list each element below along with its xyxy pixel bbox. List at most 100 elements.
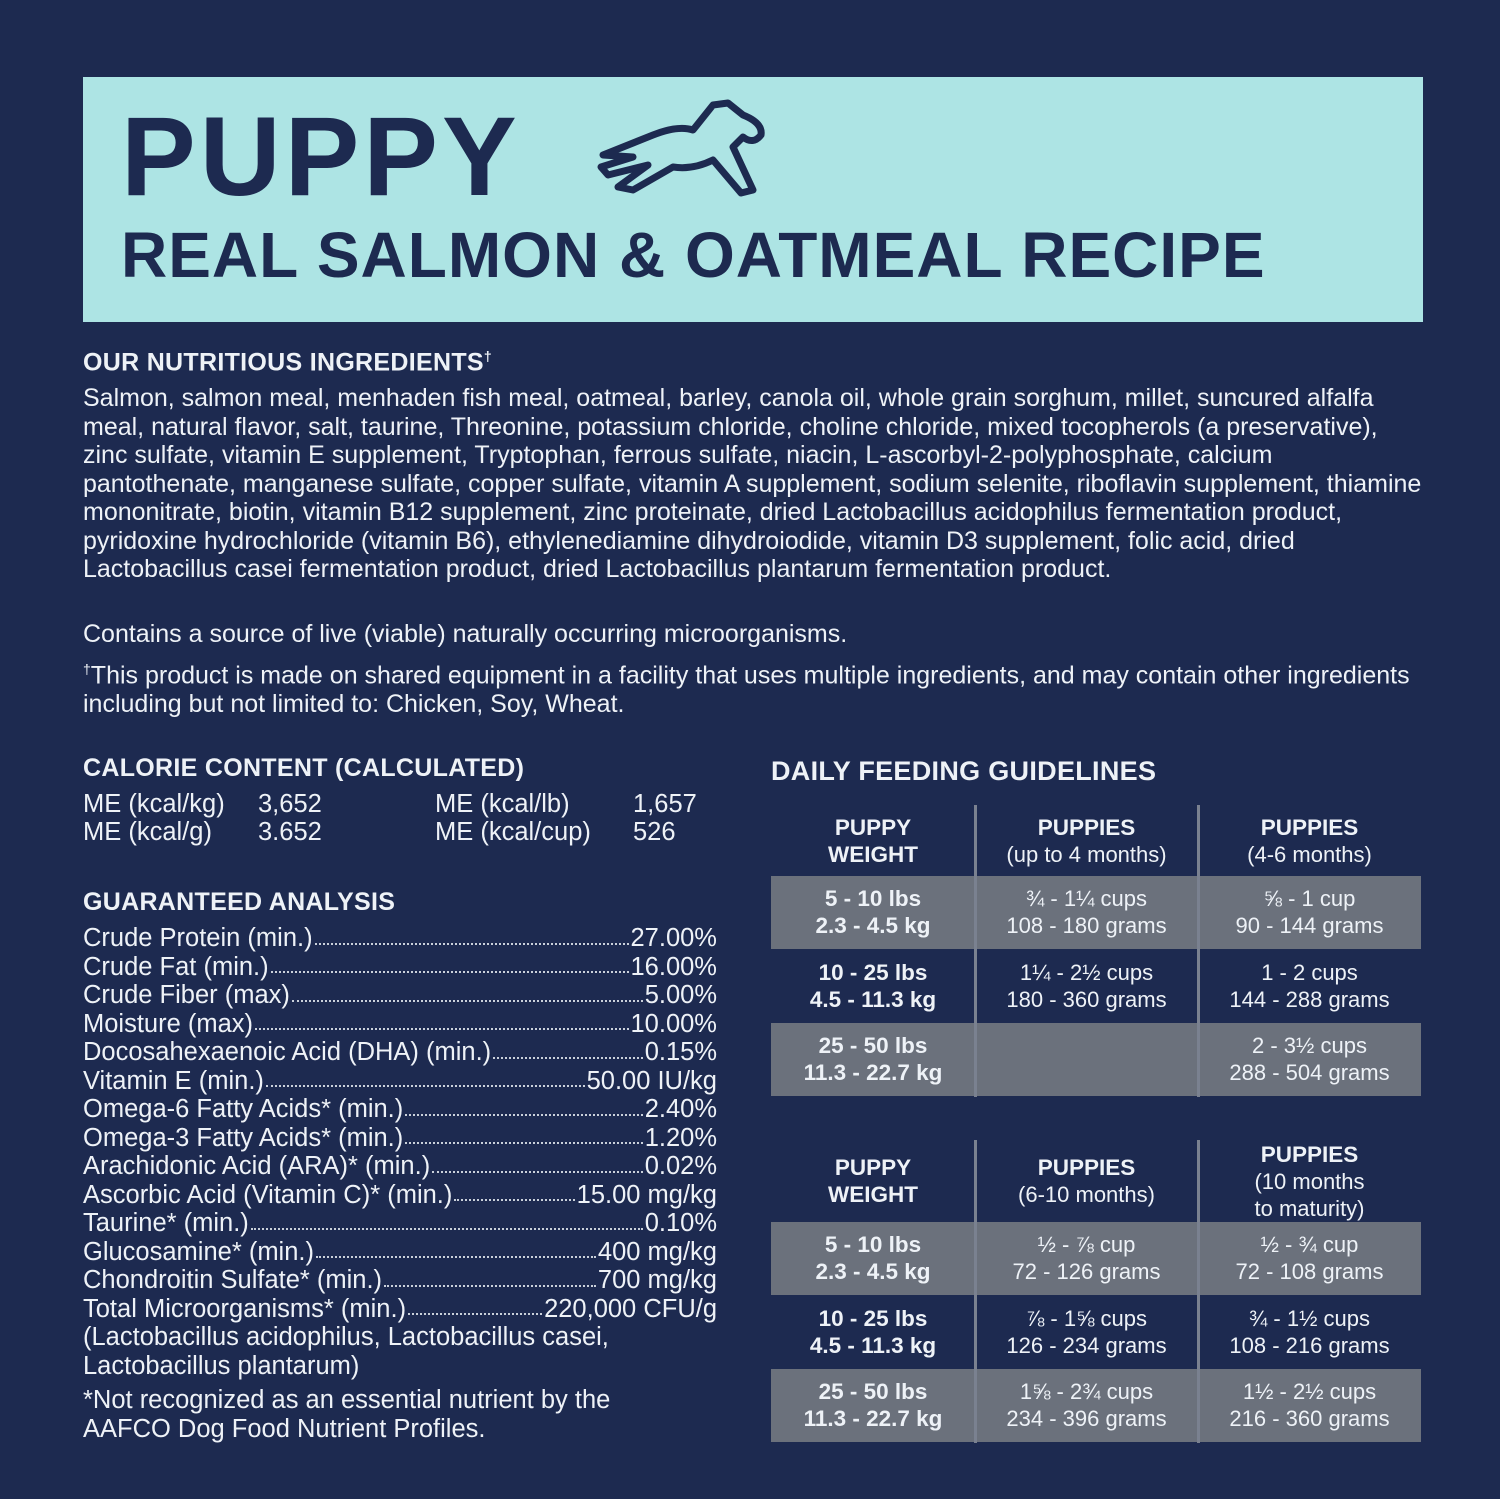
table-cell: 5 - 10 lbs 2.3 - 4.5 kg — [771, 1222, 975, 1295]
table-cell: ⅞ - 1⅝ cups 126 - 234 grams — [975, 1296, 1198, 1369]
continuation-line: (Lactobacillus acidophilus, Lactobacillu… — [83, 1323, 609, 1351]
leader — [314, 924, 629, 945]
table-header: PUPPIES (4-6 months) — [1198, 805, 1421, 876]
header-title: PUPPIES — [1037, 1155, 1136, 1180]
amount-line: 1½ - 2½ cups — [1242, 1379, 1377, 1405]
amount: 0.15% — [644, 1038, 717, 1066]
nutrient: Taurine* (min.) — [83, 1209, 249, 1237]
table-cell: ¾ - 1½ cups 108 - 216 grams — [1198, 1296, 1421, 1369]
column-separator — [974, 805, 977, 1097]
header-title: PUPPY — [834, 814, 912, 840]
analysis-row: Chondroitin Sulfate* (min.) 700 mg/kg — [83, 1266, 717, 1295]
table-cell: ½ - ¾ cup 72 - 108 grams — [1198, 1222, 1421, 1295]
nutrient: Glucosamine* (min.) — [83, 1237, 314, 1266]
amount-line: 216 - 360 grams — [1229, 1406, 1390, 1432]
header-title: PUPPIES — [1260, 1141, 1359, 1167]
amount: 220,000 CFU/g — [544, 1294, 717, 1323]
analysis-row: Ascorbic Acid (Vitamin C)* (min.) 15.00 m… — [83, 1181, 717, 1210]
ingredients-heading: OUR NUTRITIOUS INGREDIENTS† — [83, 348, 492, 377]
nutrient: Crude Fiber (max) — [83, 981, 290, 1009]
amount-line: ⅞ - 1⅝ cups — [1025, 1305, 1148, 1331]
table-cell — [975, 1023, 1198, 1096]
leader — [408, 1295, 543, 1315]
header-sub: to maturity) — [1254, 1195, 1365, 1221]
footnote-line: *Not recognized as an essential nutrient… — [83, 1386, 611, 1414]
subtitle: REAL SALMON & OATMEAL RECIPE — [121, 219, 1266, 291]
table-cell: 25 - 50 lbs 11.3 - 22.7 kg — [771, 1023, 975, 1096]
weight-line: 5 - 10 lbs — [824, 1232, 922, 1258]
footnote-text: This product is made on shared equipment… — [83, 661, 1410, 718]
table-header: PUPPY WEIGHT — [771, 805, 975, 876]
analysis-row: Crude Protein (min.) 27.00% — [83, 924, 717, 953]
analysis-row: Crude Fiber (max) 5.00% — [83, 981, 717, 1010]
leader — [291, 981, 643, 1002]
nutrient: Total Microorganisms* (min.) — [83, 1294, 407, 1323]
leader — [454, 1181, 575, 1201]
column-separator — [1197, 1140, 1200, 1443]
leader — [315, 1238, 596, 1258]
weight-line: 2.3 - 4.5 kg — [815, 913, 931, 939]
dagger: † — [83, 661, 91, 677]
ingredients-text: Salmon, salmon meal, menhaden fish meal,… — [83, 384, 1422, 583]
amount-line: 72 - 108 grams — [1235, 1259, 1384, 1285]
analysis-row: Taurine* (min.) 0.10% — [83, 1209, 717, 1238]
amount-line: 108 - 216 grams — [1229, 1332, 1390, 1358]
amount: 50.00 IU/kg — [586, 1066, 717, 1095]
nutrient: Omega-6 Fatty Acids* (min.) — [83, 1095, 404, 1123]
amount-line: 90 - 144 grams — [1235, 913, 1384, 939]
nutrient: Docosahexaenoic Acid (DHA) (min.) — [83, 1038, 492, 1066]
weight-line: 2.3 - 4.5 kg — [815, 1259, 931, 1285]
calorie-label: ME (kcal/cup) — [435, 818, 591, 846]
amount: 700 mg/kg — [597, 1266, 717, 1294]
table-cell: 5 - 10 lbs 2.3 - 4.5 kg — [771, 876, 975, 949]
analysis-heading: GUARANTEED ANALYSIS — [83, 888, 396, 916]
heading-text: OUR NUTRITIOUS INGREDIENTS — [83, 348, 484, 377]
amount-line: 288 - 504 grams — [1229, 1060, 1390, 1086]
table-header: PUPPIES (up to 4 months) — [975, 805, 1198, 876]
calorie-label: ME (kcal/g) — [83, 818, 212, 846]
calorie-label: ME (kcal/lb) — [435, 790, 570, 818]
table-cell: 1½ - 2½ cups 216 - 360 grams — [1198, 1369, 1421, 1442]
table-cell: ¾ - 1¼ cups 108 - 180 grams — [975, 876, 1198, 949]
weight-line: 10 - 25 lbs — [818, 1305, 928, 1331]
weight-line: 10 - 25 lbs — [818, 959, 928, 985]
calorie-heading: CALORIE CONTENT (CALCULATED) — [83, 754, 525, 782]
weight-line: 25 - 50 lbs — [818, 1379, 928, 1405]
leader — [270, 953, 629, 973]
amount: 16.00% — [630, 952, 718, 981]
calorie-value: 3.652 — [258, 818, 322, 846]
header-title: WEIGHT — [828, 1182, 918, 1207]
header-sub: (10 months — [1254, 1168, 1365, 1194]
calorie-value: 526 — [633, 818, 676, 846]
analysis-row: Crude Fat (min.) 16.00% — [83, 953, 717, 982]
amount-line: 72 - 126 grams — [1012, 1259, 1161, 1285]
table-cell: 2 - 3½ cups 288 - 504 grams — [1198, 1023, 1421, 1096]
nutrient: Ascorbic Acid (Vitamin C)* (min.) — [83, 1180, 453, 1209]
amount-line: 1 - 2 cups — [1261, 959, 1358, 985]
table-cell: 1 - 2 cups 144 - 288 grams — [1198, 950, 1421, 1023]
weight-line: 25 - 50 lbs — [818, 1033, 928, 1059]
ingredients-note: Contains a source of live (viable) natur… — [83, 620, 848, 648]
leader — [493, 1038, 643, 1059]
amount-line: 1⅝ - 2¾ cups — [1019, 1379, 1154, 1405]
analysis-footnote: *Not recognized as an essential nutrient… — [83, 1386, 717, 1443]
leader — [384, 1266, 596, 1287]
amount: 0.02% — [644, 1152, 717, 1180]
ingredients-footnote: †This product is made on shared equipmen… — [83, 655, 1423, 718]
analysis-row: Moisture (max) 10.00% — [83, 1010, 717, 1039]
amount-line: ½ - ¾ cup — [1260, 1232, 1359, 1258]
analysis-row: Arachidonic Acid (ARA)* (min.) 0.02% — [83, 1152, 717, 1181]
amount-line: 180 - 360 grams — [1006, 986, 1167, 1012]
nutrient: Arachidonic Acid (ARA)* (min.) — [83, 1152, 431, 1180]
table-cell: ½ - ⅞ cup 72 - 126 grams — [975, 1222, 1198, 1295]
analysis-row: Omega-3 Fatty Acids* (min.) 1.20% — [83, 1124, 717, 1153]
amount-line: 2 - 3½ cups — [1252, 1033, 1367, 1059]
dagger: † — [483, 348, 492, 364]
table-cell: ⅝ - 1 cup 90 - 144 grams — [1198, 876, 1421, 949]
feeding-heading: DAILY FEEDING GUIDELINES — [771, 756, 1157, 786]
table-header: PUPPIES (10 months to maturity) — [1198, 1140, 1421, 1222]
leader — [432, 1152, 643, 1173]
amount-line: 1¼ - 2½ cups — [1019, 959, 1154, 985]
leader — [265, 1067, 585, 1087]
table-cell: 10 - 25 lbs 4.5 - 11.3 kg — [771, 950, 975, 1023]
